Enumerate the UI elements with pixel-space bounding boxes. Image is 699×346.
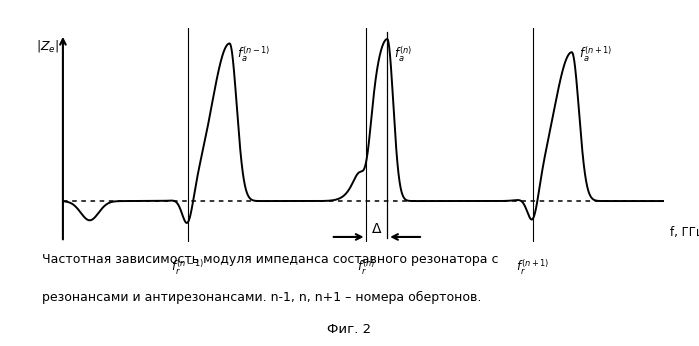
Text: $f_r^{(n+1)}$: $f_r^{(n+1)}$ — [517, 258, 550, 277]
Text: $\Delta$: $\Delta$ — [371, 222, 382, 236]
Text: $|Z_e|$: $|Z_e|$ — [36, 38, 59, 54]
Text: резонансами и антирезонансами. n-1, n, n+1 – номера обертонов.: резонансами и антирезонансами. n-1, n, n… — [42, 291, 482, 304]
Text: $f_a^{(n)}$: $f_a^{(n)}$ — [394, 45, 412, 64]
Text: f, ГГц: f, ГГц — [670, 226, 699, 239]
Text: Фиг. 2: Фиг. 2 — [327, 322, 372, 336]
Text: Частотная зависимость модуля импеданса составного резонатора с: Частотная зависимость модуля импеданса с… — [42, 253, 498, 266]
Text: $f_r^{(n)}$: $f_r^{(n)}$ — [357, 258, 375, 277]
Text: $f_r^{(n-1)}$: $f_r^{(n-1)}$ — [171, 258, 205, 277]
Text: $f_a^{(n-1)}$: $f_a^{(n-1)}$ — [237, 45, 270, 64]
Text: $f_a^{(n+1)}$: $f_a^{(n+1)}$ — [579, 45, 612, 64]
